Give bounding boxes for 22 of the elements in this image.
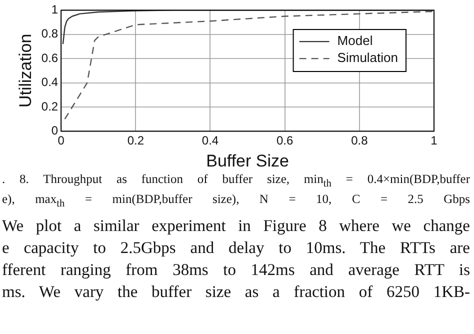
y-tick-label: 0.4 [41, 75, 58, 90]
text: . 8. Throughput as function of buffer size, min$_{th}$ = 0.4×min(BDP,buffer [2, 172, 470, 190]
x-tick-label: 0.2 [127, 134, 144, 148]
text: ms. We vary the buffer size as a fraction of 6250 1KB- [1, 281, 471, 303]
y-axis-title: Utilization [16, 34, 35, 108]
text: We plot a similar experiment in Figure 8 where we change [1, 215, 471, 237]
text: fferent ranging from 38ms to 142ms and average RTT is [1, 259, 471, 281]
x-tick-label: 0.4 [202, 134, 219, 148]
legend-label: Simulation [337, 50, 398, 66]
y-tick-label: 0.2 [41, 99, 58, 114]
x-tick-label: 0.8 [351, 134, 368, 148]
x-tick-label: 1 [430, 134, 438, 148]
x-tick-label: 0.6 [276, 134, 294, 148]
text: e capacity to 2.5Gbps and delay to 10ms. The RTTs are [1, 237, 471, 259]
y-tick-label: 0 [51, 124, 58, 138]
y-tick-label: 0.6 [41, 50, 58, 65]
text: e), max$_{th}$ = min(BDP,buffer size), N = 10, C = 2.5 Gbps [2, 192, 470, 209]
y-tick-label: 1 [51, 2, 58, 17]
x-axis-title: Buffer Size [206, 151, 289, 170]
legend-label: Model [337, 33, 373, 48]
y-tick-label: 0.8 [41, 26, 58, 41]
line-series [64, 10, 434, 120]
